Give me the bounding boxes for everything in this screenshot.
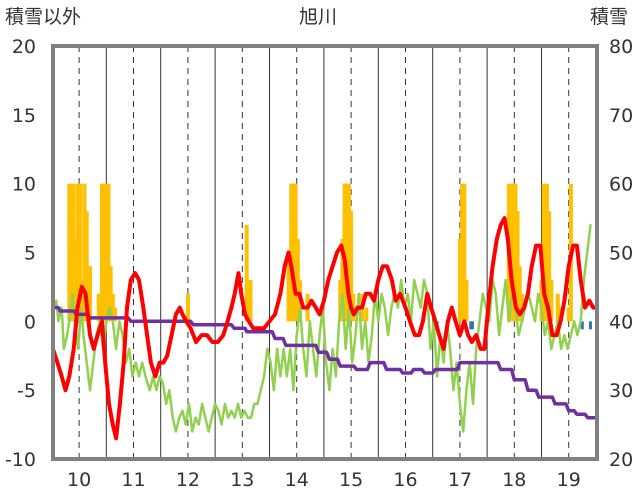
precip-bar-39 <box>462 183 467 322</box>
precip-bar-50 <box>544 183 549 322</box>
precip-bar-5 <box>78 183 83 322</box>
precip-bar-53 <box>555 293 560 322</box>
ytick-left-6: -10 <box>5 449 36 471</box>
precip-bar-31 <box>344 183 349 322</box>
precip-bar-32 <box>346 183 351 322</box>
plot-frame <box>51 44 599 461</box>
ytick-right-2: 60 <box>609 174 633 196</box>
precip-bar-43 <box>511 183 516 322</box>
ytick-left-4: 0 <box>24 311 36 333</box>
ytick-left-0: 20 <box>12 36 36 58</box>
right-axis-ticks: 80 70 60 50 40 30 20 <box>609 36 633 471</box>
snow-depth-line <box>51 305 598 420</box>
precip-bar-0 <box>67 183 72 322</box>
precip-bar-8 <box>84 211 89 322</box>
precip-bar-28 <box>338 280 343 322</box>
precip-bar-22 <box>289 183 294 322</box>
ytick-left-1: 15 <box>12 105 36 127</box>
xtick-3: 13 <box>230 469 254 491</box>
precip-bar-12 <box>102 183 107 322</box>
ytick-left-5: -5 <box>17 380 36 402</box>
green-series-line <box>51 223 592 433</box>
precip-bar-24 <box>293 183 298 322</box>
xtick-4: 14 <box>285 469 309 491</box>
precip-bar-18 <box>185 293 190 322</box>
precip-bar-34 <box>351 293 356 322</box>
precip-bar-13 <box>104 183 109 322</box>
precip-bar-38 <box>460 183 465 322</box>
temperature-line <box>51 216 599 441</box>
precip-bar-10 <box>96 293 101 322</box>
ytick-left-2: 10 <box>12 174 36 196</box>
precip-bar-45 <box>515 211 520 322</box>
xtick-2: 12 <box>176 469 200 491</box>
ytick-right-6: 20 <box>609 449 633 471</box>
precip-bar-20 <box>248 280 253 322</box>
precip-bar-21 <box>286 252 291 322</box>
precip-bar-33 <box>349 211 354 322</box>
precip-bar-9 <box>87 266 92 322</box>
precip-bar-36 <box>364 307 369 322</box>
xtick-1: 11 <box>121 469 145 491</box>
precip-bar-14 <box>106 183 111 322</box>
precip-bar-2 <box>71 183 76 322</box>
sunshine-mark-3 <box>470 321 474 330</box>
precip-bar-40 <box>464 280 469 322</box>
ylabel-right: 積雪 <box>590 6 628 28</box>
precip-bar-23 <box>291 183 296 322</box>
xtick-6: 16 <box>393 469 417 491</box>
xtick-5: 15 <box>339 469 363 491</box>
precip-bar-55 <box>566 307 571 322</box>
sunshine-mark-5 <box>580 321 584 330</box>
chart-title: 旭川 <box>299 6 337 28</box>
xtick-8: 18 <box>502 469 526 491</box>
precip-bar-7 <box>82 183 87 322</box>
precip-bar-49 <box>541 183 546 322</box>
ytick-right-1: 70 <box>609 105 633 127</box>
ytick-left-3: 5 <box>24 243 36 265</box>
precip-bar-29 <box>340 238 345 322</box>
precip-bar-3 <box>73 238 78 322</box>
precip-bar-15 <box>108 266 113 322</box>
precip-bar-25 <box>295 238 300 322</box>
left-axis-ticks: 20 15 10 5 0 -5 -10 <box>5 36 36 471</box>
precip-bar-37 <box>457 238 462 322</box>
precip-bar-52 <box>549 280 554 322</box>
ytick-right-3: 50 <box>609 243 633 265</box>
precip-bar-44 <box>513 183 518 322</box>
precip-bar-17 <box>113 307 118 322</box>
precipitation-bars <box>67 183 592 330</box>
ytick-right-0: 80 <box>609 36 633 58</box>
precip-bar-11 <box>99 183 104 322</box>
precip-bar-1 <box>69 183 74 322</box>
precip-bar-6 <box>80 280 85 322</box>
ytick-right-5: 30 <box>609 380 633 402</box>
sunshine-mark-6 <box>588 321 592 330</box>
xtick-7: 17 <box>448 469 472 491</box>
x-axis-ticks: 10 11 12 13 14 15 16 17 18 19 <box>67 469 581 491</box>
precip-bar-46 <box>517 266 522 322</box>
precip-bar-4 <box>76 183 81 322</box>
sunshine-mark-2 <box>469 321 473 330</box>
xtick-9: 19 <box>557 469 581 491</box>
precip-bar-51 <box>547 211 552 322</box>
ylabel-left: 積雪以外 <box>5 6 81 28</box>
xtick-0: 10 <box>67 469 91 491</box>
precip-bar-48 <box>539 280 544 322</box>
series-lines <box>51 216 599 441</box>
precip-bar-16 <box>110 293 115 322</box>
ytick-right-4: 40 <box>609 311 633 333</box>
precip-bar-19 <box>244 224 249 322</box>
